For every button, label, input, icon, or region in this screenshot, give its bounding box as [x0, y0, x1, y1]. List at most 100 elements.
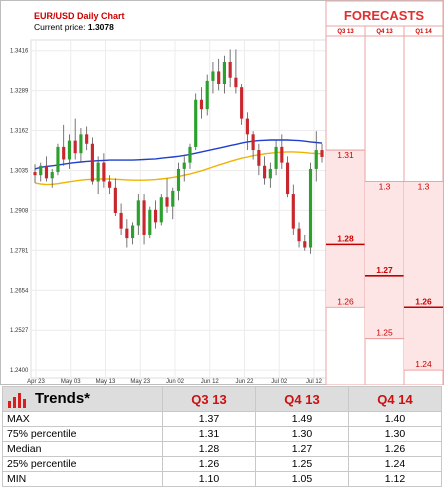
candle — [303, 241, 307, 248]
y-tick-label: 1.2400 — [10, 368, 29, 374]
candle — [211, 71, 215, 81]
x-tick-label: May 03 — [61, 379, 81, 385]
candle — [257, 150, 261, 166]
forecast-columns: Q3 13 1.31 1.28 1.26 Q4 13 1.3 1.27 1.25 Q1 14 1.… — [326, 26, 443, 385]
y-tick-label: 1.2527 — [10, 328, 29, 334]
row-value: 1.05 — [255, 471, 349, 487]
plot-area — [30, 39, 327, 379]
candle — [182, 162, 186, 169]
candle — [136, 200, 140, 226]
y-tick-label: 1.3035 — [10, 168, 29, 174]
forecasts-title: FORECASTS — [344, 8, 425, 23]
candle — [251, 134, 255, 151]
x-tick-label: Jun 02 — [166, 379, 185, 385]
candle — [142, 200, 146, 235]
eurusd-chart: 1.3416 1.3289 1.3162 1.3035 1.2908 1.2781 1.26… — [0, 0, 444, 385]
forecast-min-label: 1.26 — [337, 296, 354, 306]
candle — [102, 162, 106, 182]
row-value: 1.31 — [162, 426, 256, 442]
candle — [50, 172, 54, 179]
row-value: 1.25 — [255, 456, 349, 472]
row-value: 1.12 — [348, 471, 442, 487]
x-tick-label: May 13 — [96, 379, 116, 385]
candle — [33, 172, 37, 176]
forecast-max-label: 1.3 — [379, 181, 391, 191]
candle — [314, 150, 318, 169]
candle — [125, 228, 129, 239]
forecast-col-label: Q1 14 — [415, 29, 432, 35]
y-tick-label: 1.3416 — [10, 49, 29, 55]
candle — [56, 146, 60, 173]
candle — [320, 150, 324, 157]
trends-title: Trends* — [35, 390, 91, 408]
candle — [297, 228, 301, 242]
forecast-min-label: 1.25 — [376, 328, 393, 338]
candle — [268, 168, 272, 179]
row-value: 1.24 — [348, 456, 442, 472]
row-value: 1.27 — [255, 441, 349, 457]
candle — [44, 165, 49, 179]
ma-blue-line — [34, 139, 323, 170]
trends-col-1: Q3 13 — [162, 386, 256, 412]
row-value: 1.26 — [162, 456, 256, 472]
x-tick-label: May 23 — [130, 379, 150, 385]
row-value: 1.40 — [348, 411, 442, 427]
forecast-median-label: 1.28 — [337, 233, 354, 243]
forecast-range-band — [326, 150, 365, 308]
candle — [291, 194, 295, 229]
row-value: 1.30 — [348, 426, 442, 442]
forecast-median-label: 1.26 — [415, 296, 432, 306]
row-value: 1.49 — [255, 411, 349, 427]
candle — [274, 146, 278, 169]
y-tick-label: 1.3289 — [10, 89, 29, 95]
candle — [188, 146, 192, 163]
current-price: Current price: 1.3078 — [34, 22, 114, 32]
x-tick-label: Jun 22 — [235, 379, 254, 385]
forecast-panel: FORECASTS Q3 13 1.31 1.28 1.26 Q4 13 1.3 1.27 1… — [325, 0, 444, 385]
x-tick-label: Apr 23 — [27, 379, 45, 385]
candle — [62, 146, 66, 160]
x-tick-label: Jun 12 — [201, 379, 220, 385]
candle — [96, 162, 100, 182]
candle — [308, 168, 313, 248]
candle — [73, 140, 77, 154]
candle — [217, 71, 221, 85]
forecast-col-label: Q4 13 — [376, 29, 393, 35]
trends-col-3: Q4 14 — [348, 386, 442, 412]
y-tick-label: 1.3162 — [10, 129, 29, 135]
candle — [263, 165, 267, 179]
candle — [199, 99, 204, 110]
candle — [79, 134, 83, 154]
candle — [245, 118, 249, 135]
grid-lines — [31, 40, 326, 378]
trends-col-2: Q4 13 — [255, 386, 349, 412]
trends-header-row: Trends* Q3 13 Q4 13 Q4 14 — [2, 386, 442, 412]
candle — [222, 62, 226, 85]
candle — [171, 190, 175, 207]
candle — [234, 77, 238, 88]
candle — [280, 146, 284, 163]
row-label: MAX — [2, 411, 163, 427]
bar-chart-icon — [8, 392, 26, 408]
table-row: 75% percentile 1.31 1.30 1.30 — [2, 426, 442, 442]
candle — [131, 225, 135, 239]
candle — [240, 87, 244, 119]
candle — [205, 80, 209, 110]
x-tick-label: Jul 02 — [271, 379, 288, 385]
trends-table: Trends* Q3 13 Q4 13 Q4 14 MAX 1.37 1.49 … — [2, 386, 442, 487]
y-tick-label: 1.2781 — [10, 248, 29, 254]
row-value: 1.10 — [162, 471, 256, 487]
trends-title-cell: Trends* — [2, 386, 163, 412]
y-tick-label: 1.2908 — [10, 208, 29, 214]
row-label: 75% percentile — [2, 426, 163, 442]
y-tick-label: 1.2654 — [10, 288, 29, 294]
forecast-min-label: 1.24 — [415, 359, 432, 369]
y-axis-ticks: 1.3416 1.3289 1.3162 1.3035 1.2908 1.2781 1.26… — [10, 49, 29, 374]
candle — [159, 197, 163, 223]
forecast-max-label: 1.31 — [337, 150, 354, 160]
row-label: 25% percentile — [2, 456, 163, 472]
table-row: MAX 1.37 1.49 1.40 — [2, 411, 442, 427]
row-label: Median — [2, 441, 163, 457]
candle — [108, 181, 112, 188]
candle — [90, 143, 94, 182]
